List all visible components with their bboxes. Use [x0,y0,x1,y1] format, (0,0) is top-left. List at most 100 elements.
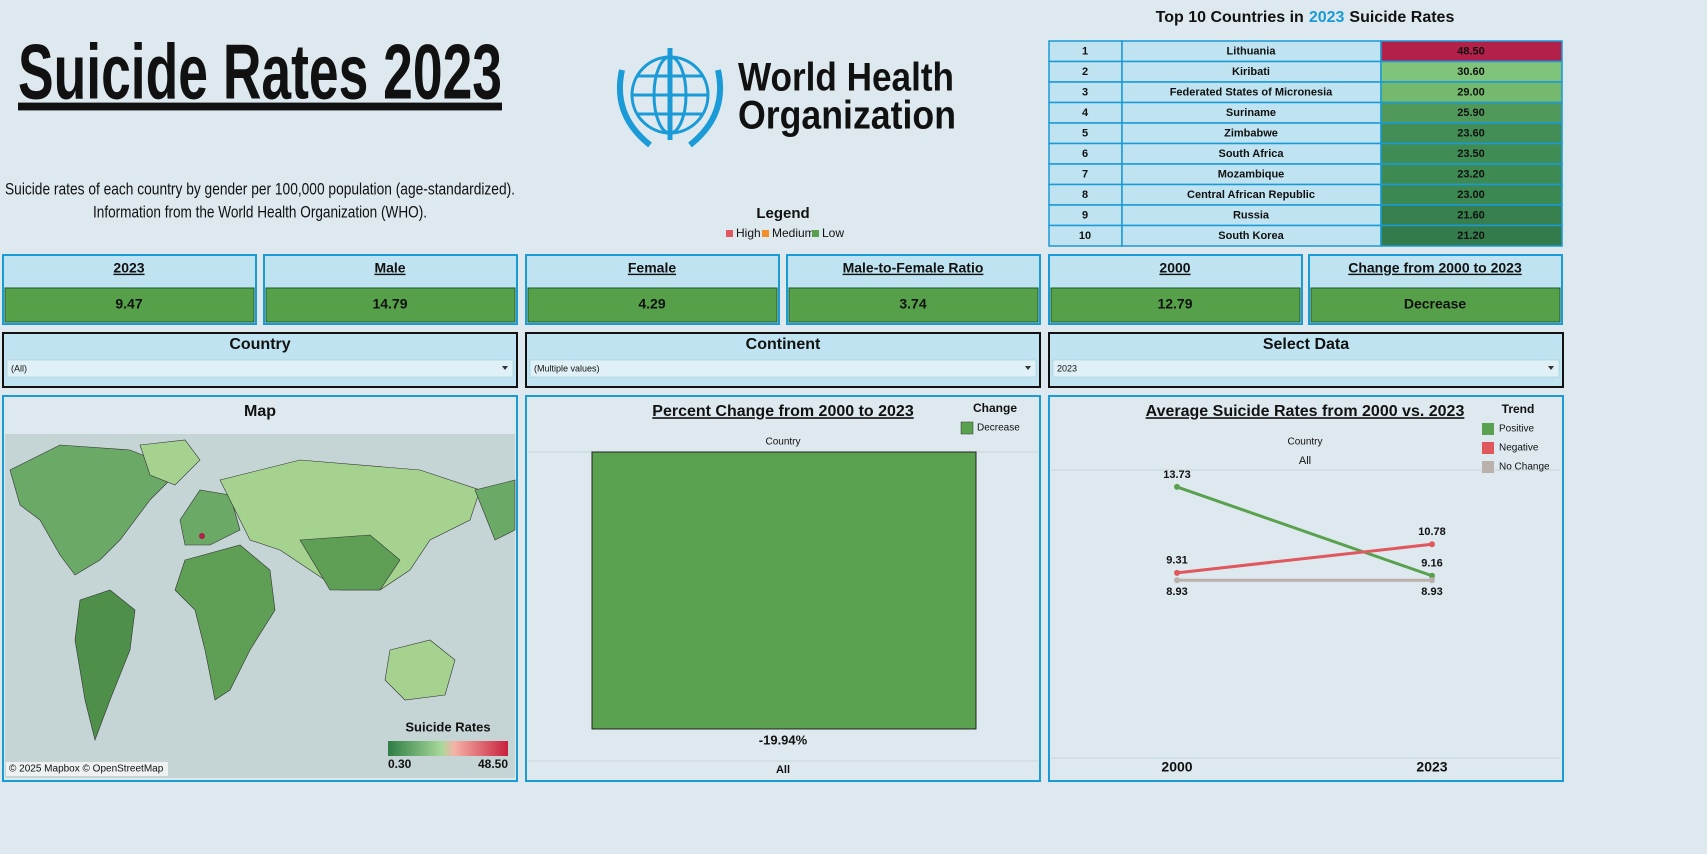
kpi-label: Male-to-Female Ratio [843,260,984,276]
map-gradient [388,741,508,756]
dropdown[interactable] [529,359,1037,378]
legend-swatch [812,230,819,237]
table-title-part: Top 10 Countries in [1156,9,1304,26]
rate: 48.50 [1457,45,1485,57]
legend-title: Trend [1502,402,1535,416]
chart-title: Percent Change from 2000 to 2023 [652,403,914,420]
line [1176,542,1433,575]
country: Russia [1233,209,1270,221]
rank: 5 [1082,127,1088,139]
legend-title: Change [973,401,1017,415]
column-value: All [1299,455,1311,467]
bar [591,451,977,730]
rank: 2 [1082,66,1088,78]
kpi-value-bg [788,287,1039,323]
rank: 3 [1082,86,1088,98]
dropdown[interactable] [6,359,514,378]
legend-title: Legend [756,205,809,222]
column-header: Country [765,437,800,448]
filter-label: Continent [746,336,821,353]
dropdown-arrow [502,366,508,370]
credit-bg [6,762,168,776]
legend-label: Negative [1499,443,1539,454]
legend-swatch [960,421,974,435]
logo-text: Organization [738,94,956,138]
legend-swatch [1482,442,1494,454]
data-label: 10.78 [1418,526,1446,538]
legend-swatch [726,230,733,237]
point [1174,483,1180,490]
rank: 6 [1082,148,1088,160]
rate: 23.60 [1457,127,1485,139]
map: Suicide Rates 0.30 48.50 © 2025 Mapbox © Op… [5,434,516,778]
subtitle: Information from the World Health Organi… [93,202,427,221]
kpi-value: 12.79 [1157,296,1192,312]
chart-title: Average Suicide Rates from 2000 vs. 2023 [1146,403,1465,420]
column-header: Country [1287,437,1322,448]
map-title: Map [244,403,276,420]
dropdown[interactable] [1052,359,1560,378]
rate: 23.20 [1457,168,1485,180]
kpi-label: Change from 2000 to 2023 [1348,260,1522,276]
rank: 7 [1082,168,1088,180]
map-legend-title: Suicide Rates [405,719,490,734]
legend-label: Medium [772,226,815,240]
legend-label: Decrease [977,423,1020,434]
logo-text: World Health [738,56,954,100]
country: Zimbabwe [1224,127,1278,139]
data-label: 13.73 [1163,469,1191,481]
kpi-value-bg [527,287,778,323]
rank: 10 [1079,230,1091,242]
map-legend-max: 48.50 [478,757,508,771]
title: Suicide Rates 2023 [18,28,502,116]
rate: 29.00 [1457,86,1485,98]
country: South Africa [1219,148,1285,160]
legend-swatch [1482,423,1494,435]
kpi-value: 4.29 [638,296,665,312]
data-label: 9.31 [1166,555,1187,567]
dropdown-arrow [1548,366,1554,370]
rate: 23.00 [1457,189,1485,201]
rank: 1 [1082,45,1088,57]
country: Lithuania [1227,45,1277,57]
kpi-value-bg [4,287,255,323]
kpi-value: 3.74 [899,296,926,312]
data-label: 9.16 [1421,558,1442,570]
value-label: -19.94% [759,732,808,747]
dropdown-value: (All) [11,363,27,373]
country: Central African Republic [1187,189,1315,201]
dropdown-value: 2023 [1057,363,1077,373]
country: Suriname [1226,107,1276,119]
rank: 8 [1082,189,1088,201]
panel [1048,395,1564,782]
kpi-value-bg [1310,287,1561,323]
rate: 25.90 [1457,107,1485,119]
filter-label: Select Data [1263,336,1349,353]
rate: 21.60 [1457,209,1485,221]
point [1429,572,1435,579]
country: Kiribati [1232,66,1270,78]
point [1429,541,1435,548]
kpi-label: Male [374,260,405,276]
country: Federated States of Micronesia [1170,86,1333,98]
table-title: Top 10 Countries in 2023 Suicide Rates [1156,9,1455,26]
country: South Korea [1218,230,1284,242]
kpi-value-bg [265,287,516,323]
point [1174,577,1180,584]
legend-swatch [1482,461,1494,473]
table-title-part: 2023 [1309,9,1345,26]
kpi-value: Decrease [1404,296,1466,312]
point [1174,569,1180,576]
rank: 4 [1082,107,1089,119]
kpi-label: Female [628,260,676,276]
legend-label: Positive [1499,424,1534,435]
line [1176,485,1433,578]
category-label: All [776,764,790,776]
dropdown-arrow [1025,366,1031,370]
who-emblem [616,48,724,148]
kpi-value-bg [1050,287,1301,323]
rate: 21.20 [1457,230,1485,242]
rate: 30.60 [1457,66,1485,78]
